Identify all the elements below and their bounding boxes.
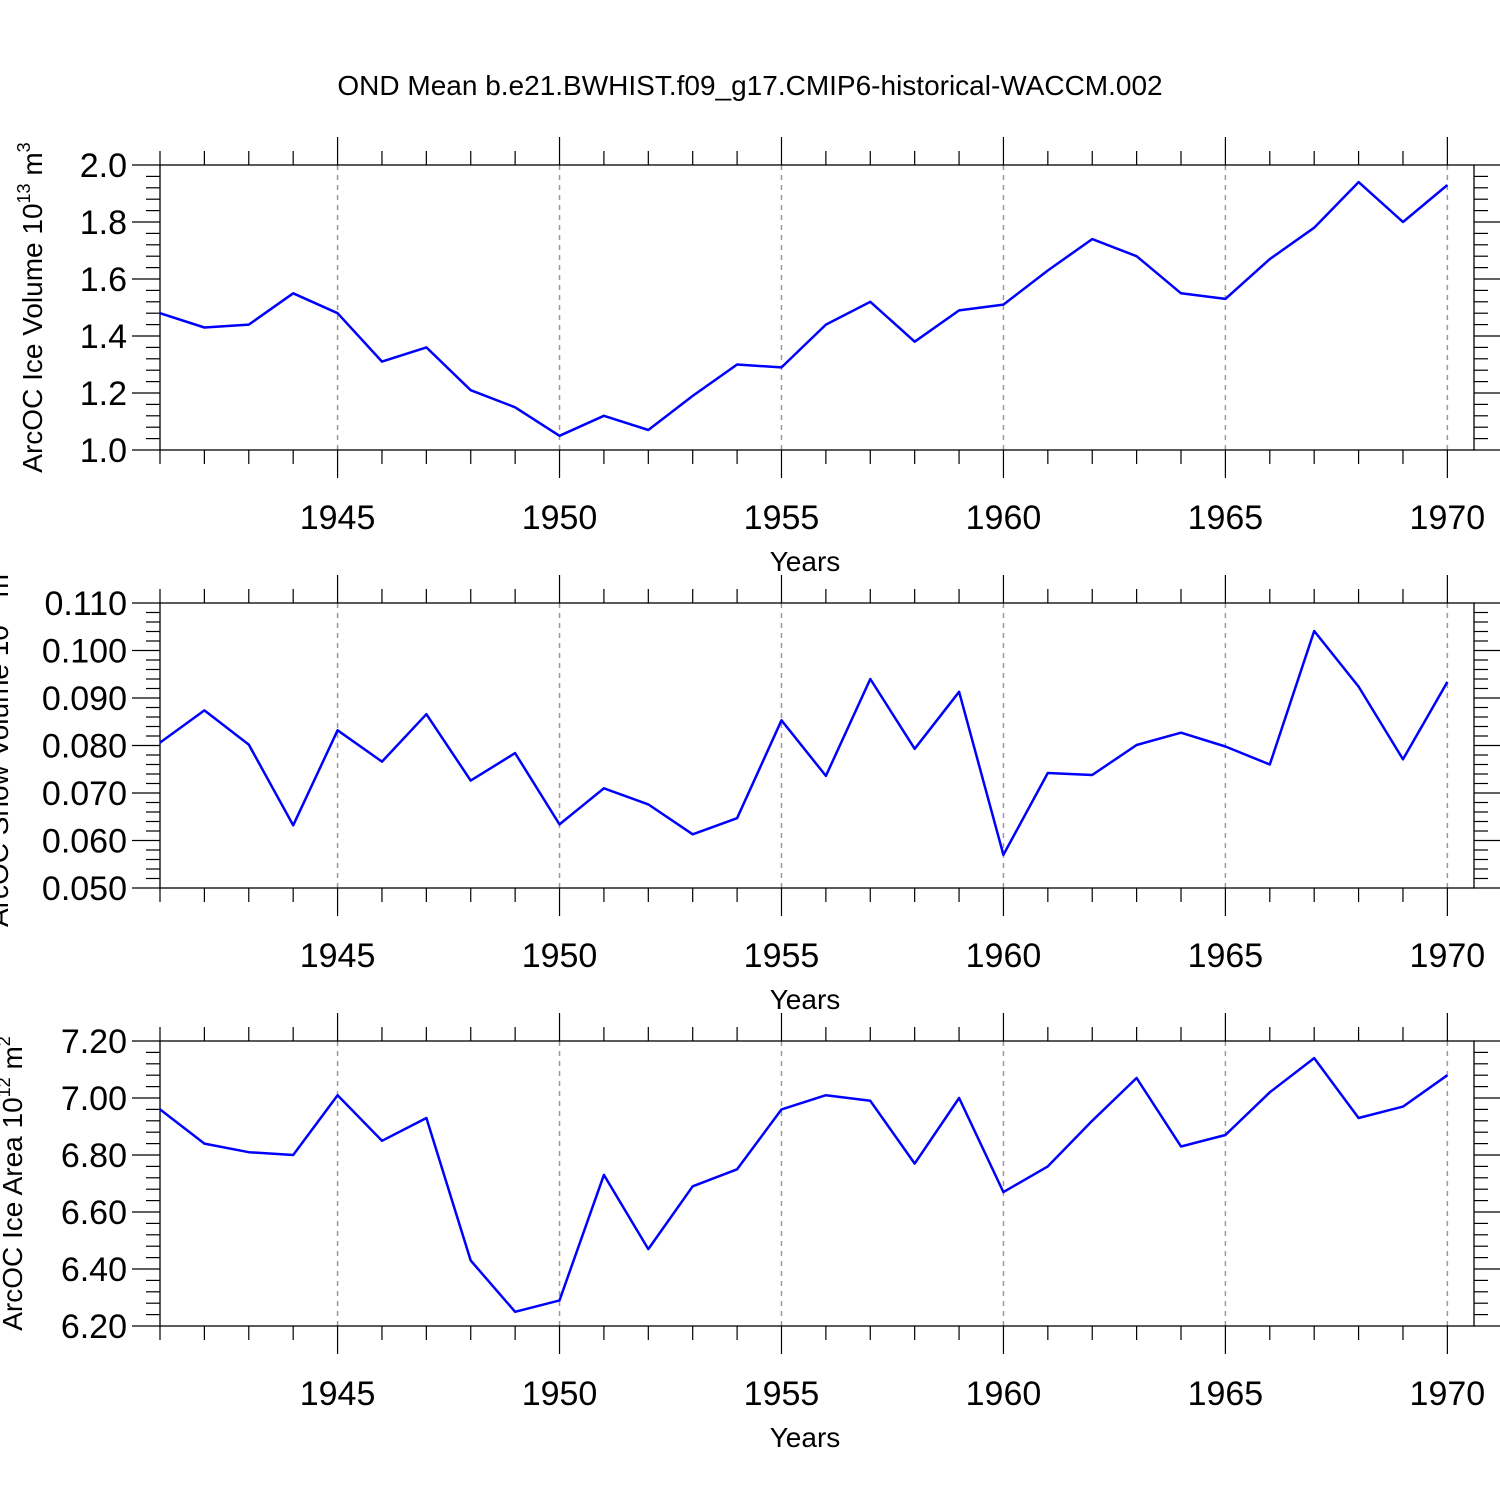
- y-tick-label: 0.060: [42, 823, 127, 861]
- x-tick-label: 1955: [744, 499, 820, 537]
- x-tick-label: 1960: [966, 499, 1042, 537]
- plot-frame: [159, 1040, 1475, 1327]
- x-tick-label: 1955: [744, 937, 820, 975]
- x-tick-label: 1970: [1410, 499, 1486, 537]
- y-tick-label: 1.6: [80, 261, 127, 299]
- y-tick-label: 7.20: [61, 1023, 127, 1061]
- y-tick-label: 2.0: [80, 147, 127, 185]
- x-tick-label: 1945: [300, 499, 376, 537]
- chart-title: OND Mean b.e21.BWHIST.f09_g17.CMIP6-hist…: [337, 70, 1162, 101]
- x-tick-label: 1950: [522, 499, 598, 537]
- y-tick-label: 0.050: [42, 870, 127, 908]
- y-tick-label: 1.8: [80, 204, 127, 242]
- panel-1: OND Mean b.e21.BWHIST.f09_g17.CMIP6-hist…: [14, 70, 1500, 577]
- y-tick-label: 6.80: [61, 1137, 127, 1175]
- plot-frame: [159, 602, 1475, 889]
- series-line-1: [159, 180, 1449, 438]
- x-tick-label: 1945: [300, 937, 376, 975]
- y-tick-label: 1.2: [80, 375, 127, 413]
- panel-3: 6.20 6.40 6.60 6.80 7.00 7.20 1945 1950 1955 1960…: [0, 1013, 1500, 1453]
- y-axis-title-text: ArcOC Ice Area 10: [0, 1097, 28, 1330]
- x-axis-title: Years: [770, 546, 841, 577]
- y-axis-title: ArcOC Ice Area 1012 m2: [0, 1036, 28, 1331]
- x-tick-label: 1960: [966, 937, 1042, 975]
- y-axis-title-unit: m: [17, 152, 48, 183]
- y-tick-label: 0.080: [42, 728, 127, 766]
- y-tick-label: 0.100: [42, 633, 127, 671]
- y-tick-label: 6.40: [61, 1251, 127, 1289]
- x-tick-label: 1970: [1410, 1375, 1486, 1413]
- x-axis-title: Years: [770, 984, 841, 1015]
- x-tick-label: 1955: [744, 1375, 820, 1413]
- x-tick-label: 1945: [300, 1375, 376, 1413]
- y-tick-label: 6.60: [61, 1194, 127, 1232]
- y-tick-label: 1.0: [80, 432, 127, 470]
- y-axis-title: ArcOC Ice Volume 1013 m3: [14, 142, 48, 472]
- y-axis-title-text: ArcOC Ice Volume 10: [17, 203, 48, 472]
- series-line-1: [159, 1056, 1449, 1314]
- y-tick-label: 1.4: [80, 318, 127, 356]
- y-tick-label: 0.110: [44, 585, 127, 623]
- y-axis-title-unit-exponent: 3: [14, 142, 34, 152]
- y-axis-title-unit-exponent: 2: [0, 1036, 14, 1046]
- x-tick-label: 1950: [522, 1375, 598, 1413]
- y-tick-label: 7.00: [61, 1080, 127, 1118]
- y-axis-title: ArcOC Snow Volume 1013 m3: [0, 564, 14, 927]
- x-tick-label: 1965: [1188, 499, 1264, 537]
- y-axis-title-exponent: 13: [14, 183, 34, 203]
- y-axis-title-text: ArcOC Snow Volume 10: [0, 625, 14, 927]
- x-tick-label: 1965: [1188, 937, 1264, 975]
- x-tick-label: 1950: [522, 937, 598, 975]
- y-tick-label: 0.090: [42, 680, 127, 718]
- y-axis-title-unit: m: [0, 574, 14, 605]
- plot-frame: [159, 164, 1475, 451]
- y-axis-title-unit: m: [0, 1046, 28, 1077]
- y-tick-label: 0.070: [42, 775, 127, 813]
- x-tick-label: 1970: [1410, 937, 1486, 975]
- x-tick-label: 1965: [1188, 1375, 1264, 1413]
- panel-2: 0.050 0.060 0.070 0.080 0.090 0.100 0.110 1945 1…: [0, 564, 1500, 1015]
- x-tick-label: 1960: [966, 1375, 1042, 1413]
- series-line-1: [159, 629, 1449, 857]
- y-tick-label: 6.20: [61, 1308, 127, 1346]
- y-axis-title-exponent: 12: [0, 1077, 14, 1097]
- x-axis-title: Years: [770, 1422, 841, 1453]
